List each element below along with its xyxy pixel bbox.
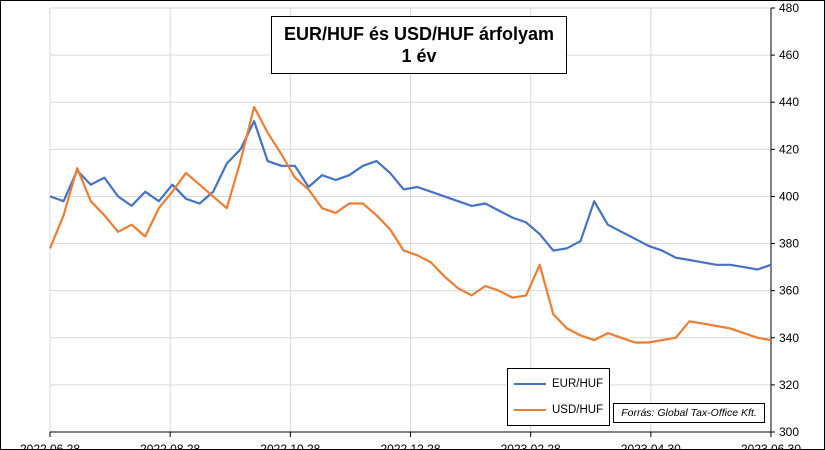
x-tick-label: 2022.12.28 [380, 442, 440, 450]
legend-swatch-usd [514, 409, 546, 411]
y-tick-label: 400 [779, 189, 799, 203]
x-tick-label: 2022.08.28 [140, 442, 200, 450]
y-tick-label: 440 [779, 95, 799, 109]
legend-label-eur: EUR/HUF [552, 378, 604, 390]
chart-subtitle: 1 év [401, 46, 437, 66]
chart-title: EUR/HUF és USD/HUF árfolyam [283, 24, 555, 44]
x-tick-label: 2023.04.30 [621, 442, 681, 450]
y-tick-label: 480 [779, 1, 799, 15]
source-note: Forrás: Global Tax-Office Kft. [613, 403, 765, 423]
series-line-eur-huf [49, 119, 772, 271]
y-tick-label: 380 [779, 237, 799, 251]
x-tick-label: 2022.06.28 [20, 442, 80, 450]
y-tick-label: 420 [779, 142, 799, 156]
x-tick-label: 2023.02.28 [501, 442, 561, 450]
chart-title-box: EUR/HUF és USD/HUF árfolyam 1 év [271, 16, 567, 74]
x-tick-label: 2022.10.28 [260, 442, 320, 450]
y-tick-label: 460 [779, 48, 799, 62]
y-tick-label: 360 [779, 284, 799, 298]
x-tick-label: 2023.06.30 [741, 442, 801, 450]
y-tick-label: 340 [779, 331, 799, 345]
y-tick-label: 300 [779, 425, 799, 439]
series-line-usd-huf [48, 105, 772, 344]
legend: EUR/HUF USD/HUF [507, 368, 610, 426]
legend-item-eur: EUR/HUF [514, 377, 603, 391]
legend-label-usd: USD/HUF [552, 404, 604, 416]
legend-item-usd: USD/HUF [514, 403, 603, 417]
y-tick-label: 320 [779, 378, 799, 392]
legend-swatch-eur [514, 383, 546, 385]
